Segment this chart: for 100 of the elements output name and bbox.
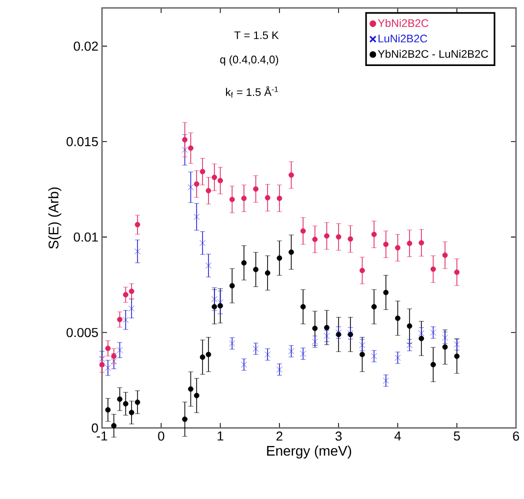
point (300, 350, 306, 357)
legend-label: YbNi2B2C (378, 18, 428, 28)
point (312, 338, 318, 345)
y-tick-label: 0.015 (66, 137, 98, 146)
point (382, 378, 389, 384)
point (182, 137, 188, 142)
point (111, 423, 117, 428)
y-tick-label: 0.01 (74, 232, 98, 242)
point (383, 290, 389, 296)
point (383, 242, 389, 248)
point (229, 283, 235, 288)
point (359, 342, 366, 348)
point (200, 168, 206, 174)
x-tick-label: 1 (218, 432, 224, 440)
point (360, 268, 365, 274)
point (105, 407, 111, 413)
point (229, 196, 235, 202)
point (218, 178, 223, 184)
point (188, 184, 194, 190)
annotation: k$_{f}$ = 1.5 Å$^{-1}$ (226, 86, 278, 98)
point (442, 344, 448, 350)
point (371, 353, 378, 360)
x-tick-label: 5 (454, 432, 460, 441)
point (394, 354, 401, 361)
point (276, 196, 282, 202)
point (300, 228, 306, 234)
point (454, 341, 460, 348)
point (430, 330, 436, 336)
point (122, 292, 128, 298)
point (406, 323, 412, 329)
point (252, 346, 259, 352)
point (300, 304, 306, 310)
point (418, 336, 424, 342)
point (264, 351, 271, 358)
point (312, 236, 318, 242)
point (206, 188, 212, 194)
point (240, 362, 247, 368)
point (406, 342, 413, 348)
point (229, 340, 236, 346)
point (200, 354, 206, 360)
y-tick-label: 0.02 (74, 42, 98, 51)
point (360, 352, 365, 358)
point (288, 249, 294, 255)
x-axis-title: Energy (meV) (267, 446, 352, 459)
point (324, 324, 330, 330)
point (253, 186, 258, 192)
point (395, 316, 400, 321)
point (105, 346, 111, 352)
point (134, 222, 140, 228)
point (122, 316, 129, 323)
point (188, 386, 194, 392)
point (430, 362, 436, 368)
point (128, 410, 134, 416)
point (128, 288, 134, 294)
point (241, 196, 247, 202)
point (312, 326, 318, 332)
point (324, 332, 330, 339)
point (217, 299, 224, 306)
point (200, 240, 206, 246)
legend-label: LuNi2B2C (378, 34, 428, 42)
point (418, 330, 424, 336)
y-axis-title: S(E) (Arb) (48, 187, 62, 249)
legend-label: YbNi2B2C - LuNi2B2C (378, 50, 488, 58)
point (241, 260, 247, 266)
point (430, 266, 436, 272)
x-tick-label: 6 (513, 432, 520, 441)
point (212, 174, 218, 180)
point (276, 366, 282, 373)
y-tick-label: 0 (92, 423, 98, 433)
point (264, 270, 270, 276)
point (206, 352, 212, 358)
point (348, 236, 354, 242)
point (110, 358, 117, 364)
point (442, 334, 448, 341)
point (276, 255, 282, 261)
point (117, 316, 122, 322)
point (194, 214, 200, 220)
point (324, 233, 330, 239)
x-tick-label: 2 (276, 432, 282, 441)
annotation: T = 1.5 K (234, 31, 279, 40)
point (264, 195, 270, 200)
point (395, 245, 400, 250)
point (211, 296, 218, 302)
point (406, 240, 412, 246)
x-tick-label: -1 (96, 432, 108, 440)
point (253, 266, 258, 272)
point (212, 304, 218, 310)
point (454, 354, 460, 359)
point (194, 181, 200, 187)
point (117, 396, 122, 402)
point (188, 145, 194, 151)
point (134, 248, 141, 254)
point (134, 400, 140, 405)
point (442, 252, 448, 258)
x-tick-label: 0 (158, 432, 164, 441)
point (336, 234, 342, 240)
point (288, 348, 294, 354)
y-tick-label: 0.005 (66, 328, 98, 338)
point (194, 392, 200, 398)
annotation: q (0.4,0.4,0) (220, 55, 278, 66)
